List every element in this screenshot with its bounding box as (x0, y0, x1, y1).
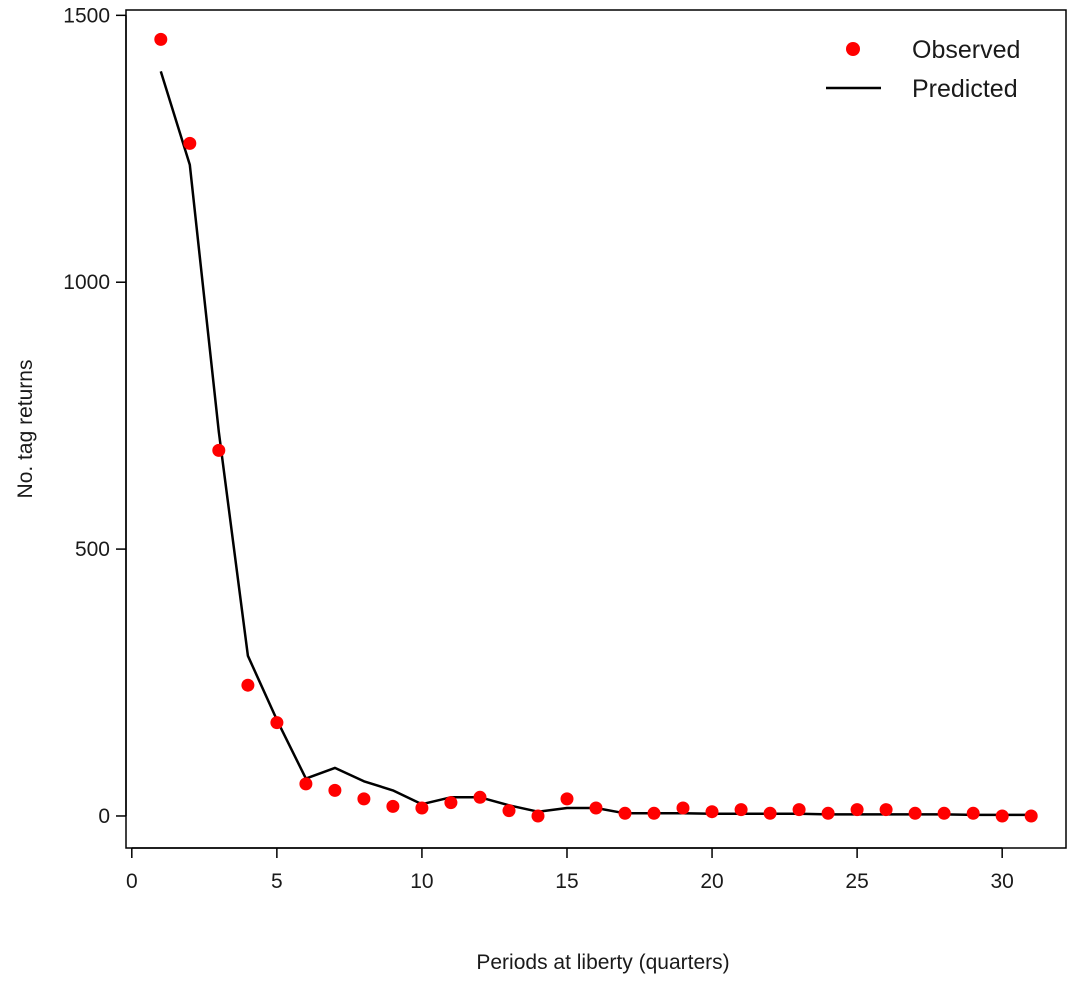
observed-point (763, 806, 777, 820)
observed-point (792, 803, 806, 817)
x-tick-label: 25 (845, 870, 868, 893)
observed-point (879, 803, 893, 817)
observed-point (241, 678, 255, 692)
observed-point (531, 809, 545, 823)
observed-point (560, 792, 574, 806)
observed-point (502, 804, 516, 818)
observed-point (444, 796, 458, 810)
observed-point (328, 783, 342, 797)
observed-point (995, 809, 1009, 823)
observed-point (705, 805, 719, 819)
observed-point (299, 777, 313, 791)
observed-point (589, 801, 603, 815)
x-axis-title: Periods at liberty (quarters) (476, 951, 729, 974)
x-tick-label: 5 (271, 870, 283, 893)
observed-point (473, 790, 487, 804)
legend: Observed Predicted (826, 36, 1020, 103)
x-axis: 0 5 10 15 20 25 30 (126, 847, 1014, 893)
legend-observed-marker (846, 42, 860, 56)
x-tick-label: 15 (555, 870, 578, 893)
observed-point (357, 792, 371, 806)
x-tick-label: 10 (410, 870, 433, 893)
series-layer (154, 32, 1038, 823)
legend-observed-label: Observed (912, 36, 1020, 64)
observed-point (154, 32, 168, 46)
observed-point (908, 806, 922, 820)
y-axis: 0 500 1000 1500 (63, 4, 127, 828)
observed-point (734, 803, 748, 817)
y-tick-label: 0 (98, 805, 110, 828)
legend-predicted-label: Predicted (912, 75, 1018, 103)
observed-point (821, 806, 835, 820)
y-tick-label: 1500 (63, 4, 110, 27)
y-tick-label: 500 (75, 538, 110, 561)
observed-point (1024, 809, 1038, 823)
y-axis-title: No. tag returns (14, 360, 37, 499)
observed-point (850, 803, 864, 817)
observed-point (270, 716, 284, 730)
observed-point (647, 806, 661, 820)
observed-point (386, 799, 400, 813)
observed-point (212, 443, 226, 457)
observed-point (618, 806, 632, 820)
y-tick-label: 1000 (63, 271, 110, 294)
plot-frame (125, 9, 1067, 849)
observed-point (676, 801, 690, 815)
predicted-line (159, 71, 1032, 817)
observed-point (966, 806, 980, 820)
x-tick-label: 20 (700, 870, 723, 893)
observed-point (183, 136, 197, 150)
x-tick-label: 30 (990, 870, 1013, 893)
x-tick-label: 0 (126, 870, 138, 893)
observed-point (415, 801, 429, 815)
observed-point (937, 806, 951, 820)
